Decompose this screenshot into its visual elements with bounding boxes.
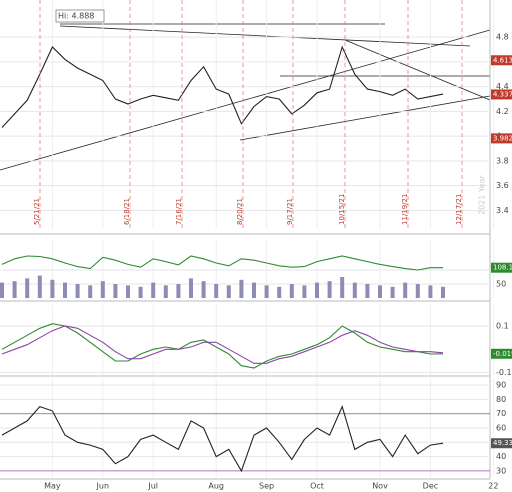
annotation-box: [55, 9, 105, 23]
x-tick-label: Aug: [208, 482, 224, 491]
x-tick-label: Jul: [147, 482, 158, 491]
volume-bar: [214, 283, 219, 298]
trendlines: [0, 23, 491, 171]
volume-bar: [226, 285, 231, 298]
expiry-label: 11/19/21: [401, 194, 409, 225]
price-level-label: 4.337: [493, 90, 512, 98]
expiry-label: 10/15/21: [338, 194, 346, 225]
y-tick-label: 3.8: [496, 156, 509, 165]
y-tick-label: 90: [496, 381, 506, 390]
volume-bar: [403, 282, 408, 298]
y-tick-label: 4.2: [496, 107, 509, 116]
volume-bar: [25, 278, 30, 298]
expiry-label: 8/20/21: [236, 198, 244, 225]
y-tick-label: 3.6: [496, 181, 509, 190]
volume-bar: [378, 285, 382, 298]
volume-bar: [252, 282, 256, 298]
price-level-tag: [491, 438, 512, 449]
volume-bar: [201, 281, 206, 298]
expiry-label: 6/18/21: [123, 198, 131, 225]
volume-bar: [88, 285, 93, 298]
volume-bar: [151, 282, 156, 298]
series-line: [1, 255, 443, 271]
price-level-label: 108.1: [493, 264, 512, 272]
price-level-tag: [491, 262, 512, 273]
volume-bar: [302, 285, 307, 298]
y-tick-label: 4.8: [496, 33, 509, 42]
y-tick-label: 0.1: [496, 322, 509, 331]
y-tick-label: 3.4: [496, 206, 509, 215]
price-level-tag: [491, 89, 512, 100]
volume-bar: [12, 281, 17, 298]
price-level-label: 49.33: [493, 439, 512, 447]
volume-bar: [390, 286, 395, 298]
expiry-label: 5/21/21: [33, 198, 41, 225]
volume-bar: [441, 286, 445, 298]
volume-bar: [189, 278, 193, 298]
y-tick-label: 40: [496, 452, 506, 461]
volume-bar: [327, 281, 332, 298]
x-tick-label: Dec: [423, 482, 438, 491]
series-line: [1, 405, 444, 473]
volume-bar: [415, 283, 420, 298]
annotation: Hi: 4.888: [58, 12, 94, 21]
x-tick-label: May: [44, 482, 61, 491]
volume-bar: [138, 286, 143, 298]
price-level-label: 4.613: [493, 56, 512, 64]
series-line: [1, 323, 444, 369]
volume-bar: [239, 279, 244, 298]
volume-bar: [126, 285, 130, 298]
volume-bar: [63, 282, 67, 298]
volume-bar: [289, 283, 294, 298]
y-tick-label: 50: [496, 279, 506, 288]
volume-bar: [176, 283, 181, 298]
price-level-label: -0.019: [493, 350, 512, 358]
y-tick-label: 70: [496, 409, 506, 418]
volume-bar: [37, 275, 42, 298]
volume-bar: [50, 279, 55, 298]
volume-bar: [365, 283, 370, 298]
y-tick-label: 4.4: [496, 82, 509, 91]
annotation: 2021 Year: [478, 174, 487, 215]
price-level-label: 3.982: [493, 134, 512, 142]
x-tick-label: Sep: [259, 482, 274, 491]
volume-bar: [163, 285, 168, 298]
y-tick-label: 80: [496, 395, 506, 404]
volume-bar: [113, 283, 118, 298]
volume-bar: [0, 282, 4, 298]
y-tick-label: -0.1: [496, 368, 512, 377]
y-tick-label: 60: [496, 424, 506, 433]
price-level-tag: [491, 133, 512, 144]
x-tick-label: Nov: [372, 482, 388, 491]
series-line: [1, 45, 444, 128]
volume-bar: [75, 283, 80, 298]
volume-bar: [264, 285, 269, 298]
expiry-label: 7/16/21: [175, 198, 183, 225]
price-level-tag: [491, 55, 512, 66]
volume-bar: [352, 282, 357, 298]
x-tick-label: Oct: [310, 482, 324, 491]
expiry-label: 9/17/21: [286, 198, 294, 225]
expiry-label: 12/17/21: [455, 194, 463, 225]
volume-bar: [428, 285, 433, 298]
x-tick-label: Jun: [96, 482, 110, 491]
volume-bar: [315, 282, 319, 298]
series-line: [1, 325, 444, 364]
volume-bar: [100, 281, 105, 298]
volume-bar: [340, 276, 345, 298]
price-level-tag: [491, 348, 512, 359]
y-tick-label: 30: [496, 466, 506, 475]
x-tick-label: 22: [488, 482, 498, 491]
volume-bar: [277, 286, 282, 298]
